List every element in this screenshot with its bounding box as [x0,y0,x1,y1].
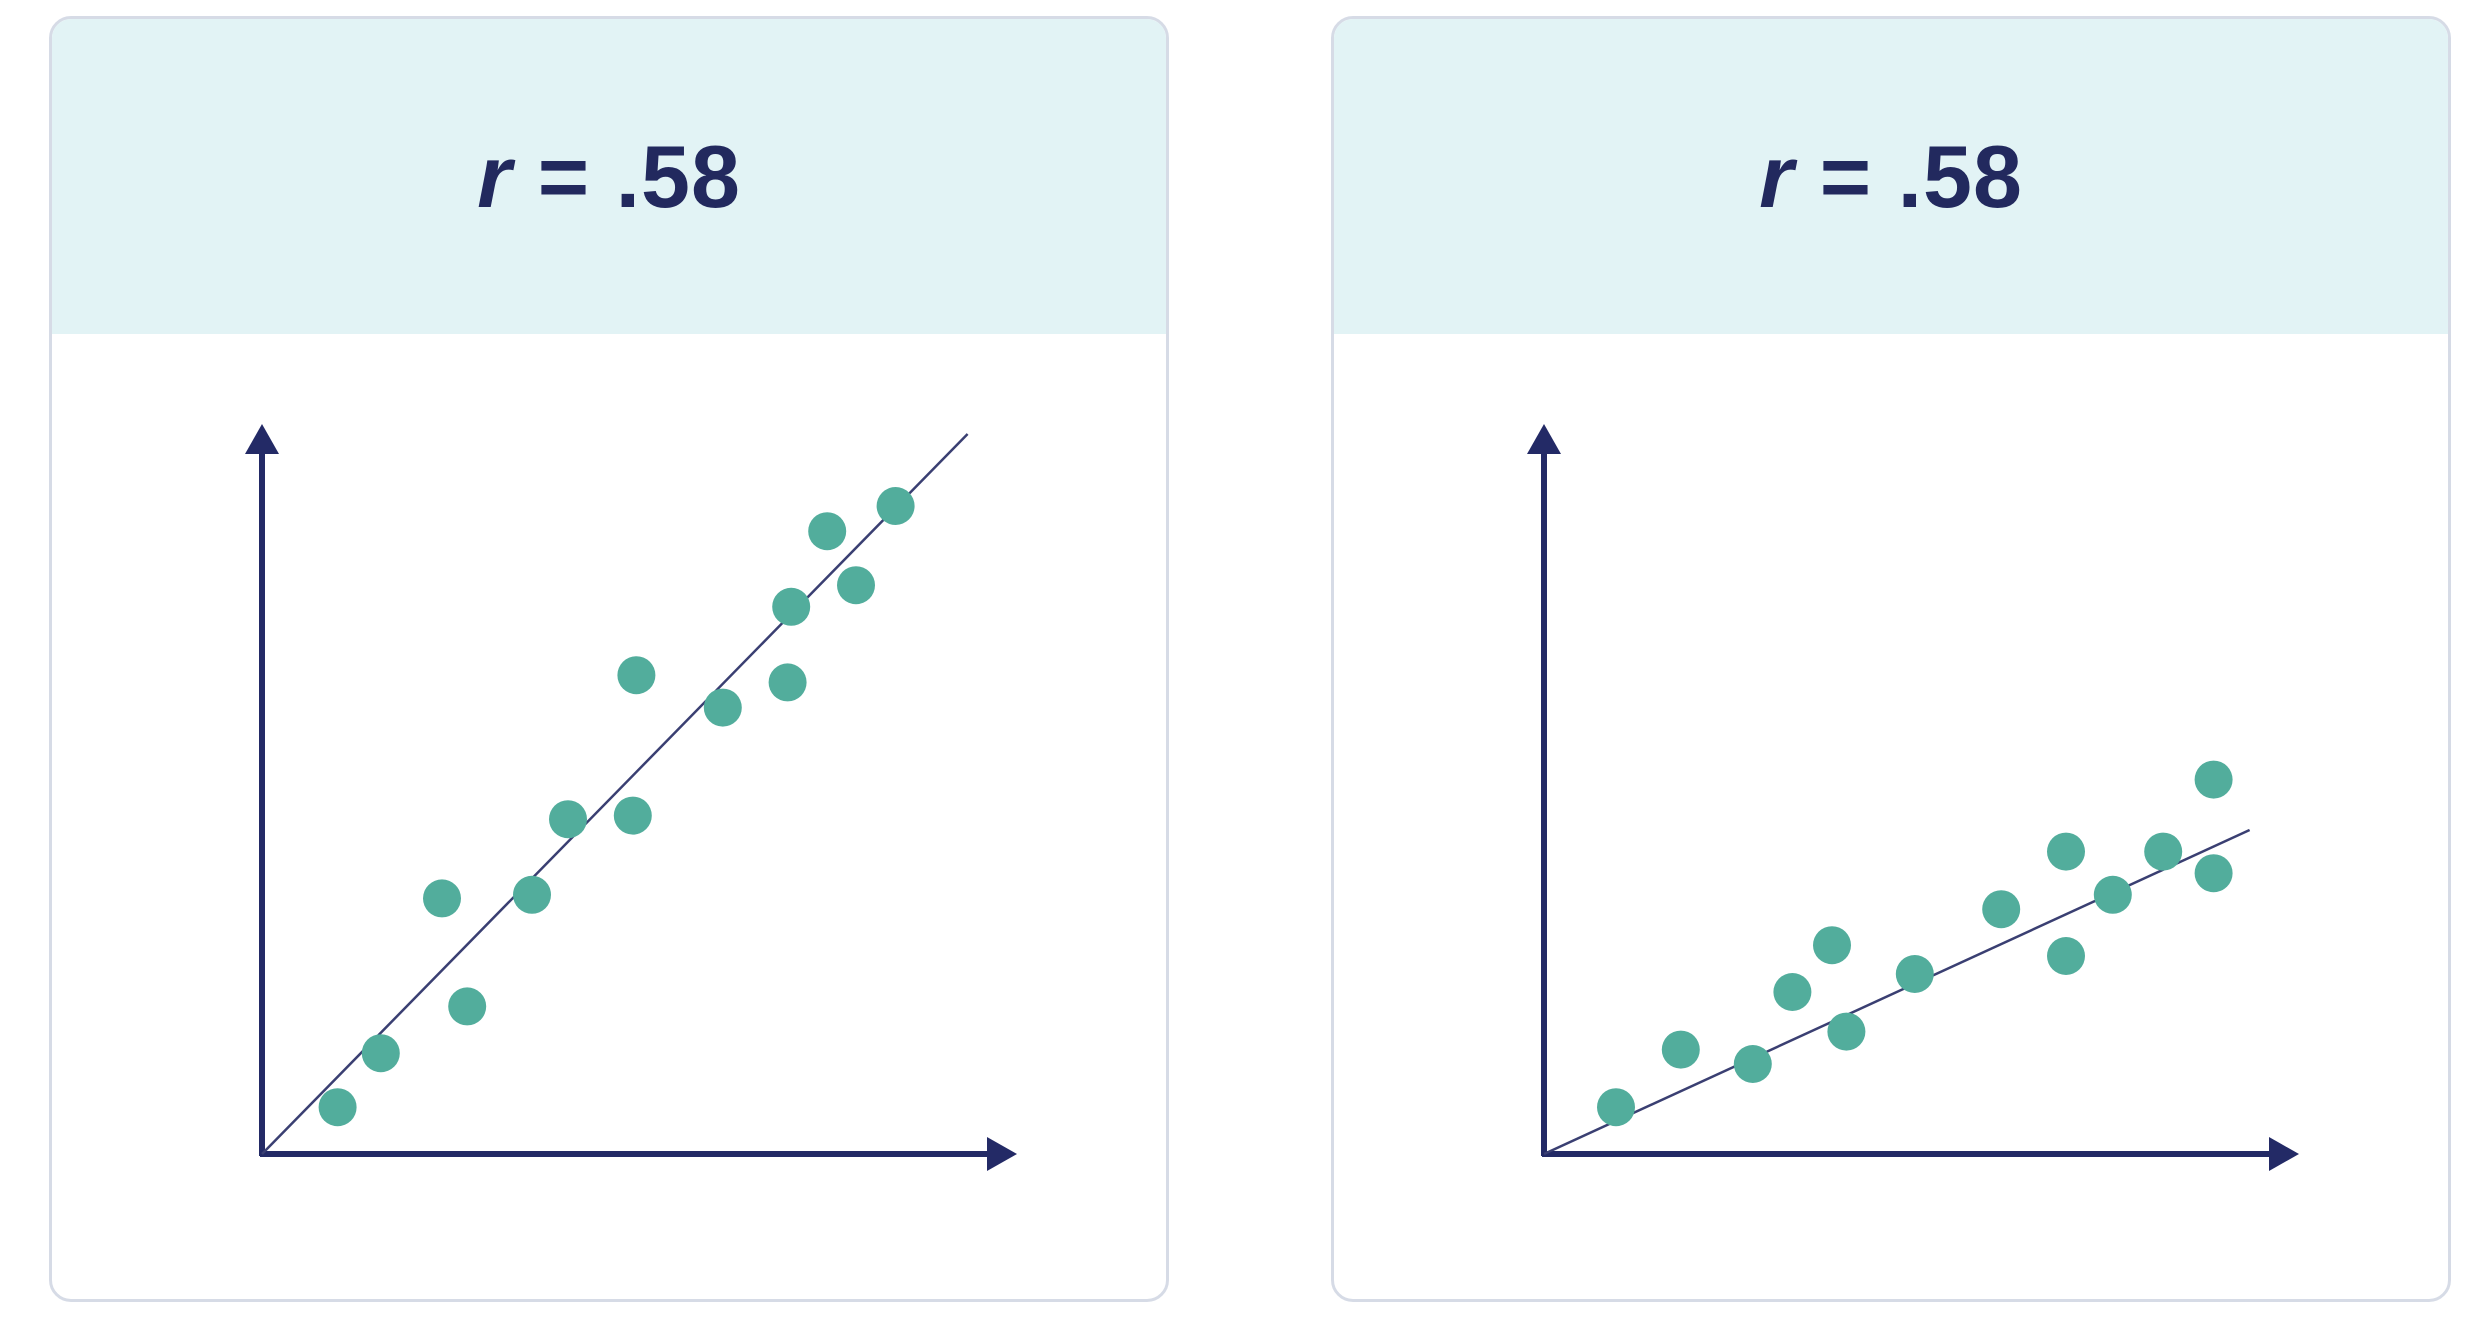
data-point [772,587,811,626]
data-point [1982,890,2021,929]
chart-card-left: r = .58 [49,16,1169,1302]
card-header: r = .58 [1334,19,2448,334]
data-point [837,566,875,605]
chart-card-right: r = .58 [1331,16,2451,1302]
data-point [2047,937,2085,975]
chart-title: r = .58 [477,126,741,228]
title-value: = .58 [537,126,741,226]
data-point [2047,832,2085,871]
y-axis-arrow [1527,424,1561,454]
data-point [1773,973,1812,1011]
data-point [1661,1030,1700,1069]
data-point [1827,1012,1866,1051]
title-value: = .58 [1819,126,2023,226]
y-axis-arrow [245,424,279,454]
data-point [1813,926,1851,965]
data-point [617,656,656,695]
x-axis-arrow [987,1137,1017,1171]
data-point [1895,955,1934,993]
data-point [361,1034,400,1073]
x-axis-arrow [2269,1137,2299,1171]
data-point [448,987,487,1026]
card-header: r = .58 [52,19,1166,334]
data-point [613,796,652,835]
trend-line [261,433,969,1155]
data-point [2194,854,2233,893]
scatter-plot-right [1527,424,2299,1171]
data-point [1733,1045,1772,1083]
trend-line [1543,828,2251,1156]
chart-title: r = .58 [1759,126,2023,228]
scatter-plot-left [245,424,1017,1171]
data-point [808,512,847,551]
data-point [2194,760,2233,799]
title-variable: r [477,126,513,226]
data-point [703,688,742,727]
data-point [2144,832,2183,871]
data-point [2093,875,2132,914]
data-point [876,487,915,525]
data-point [549,800,587,839]
title-variable: r [1759,126,1795,226]
data-point [768,663,807,702]
data-point [423,879,461,918]
data-point [1597,1088,1635,1127]
data-point [318,1088,357,1127]
data-point [513,875,551,914]
